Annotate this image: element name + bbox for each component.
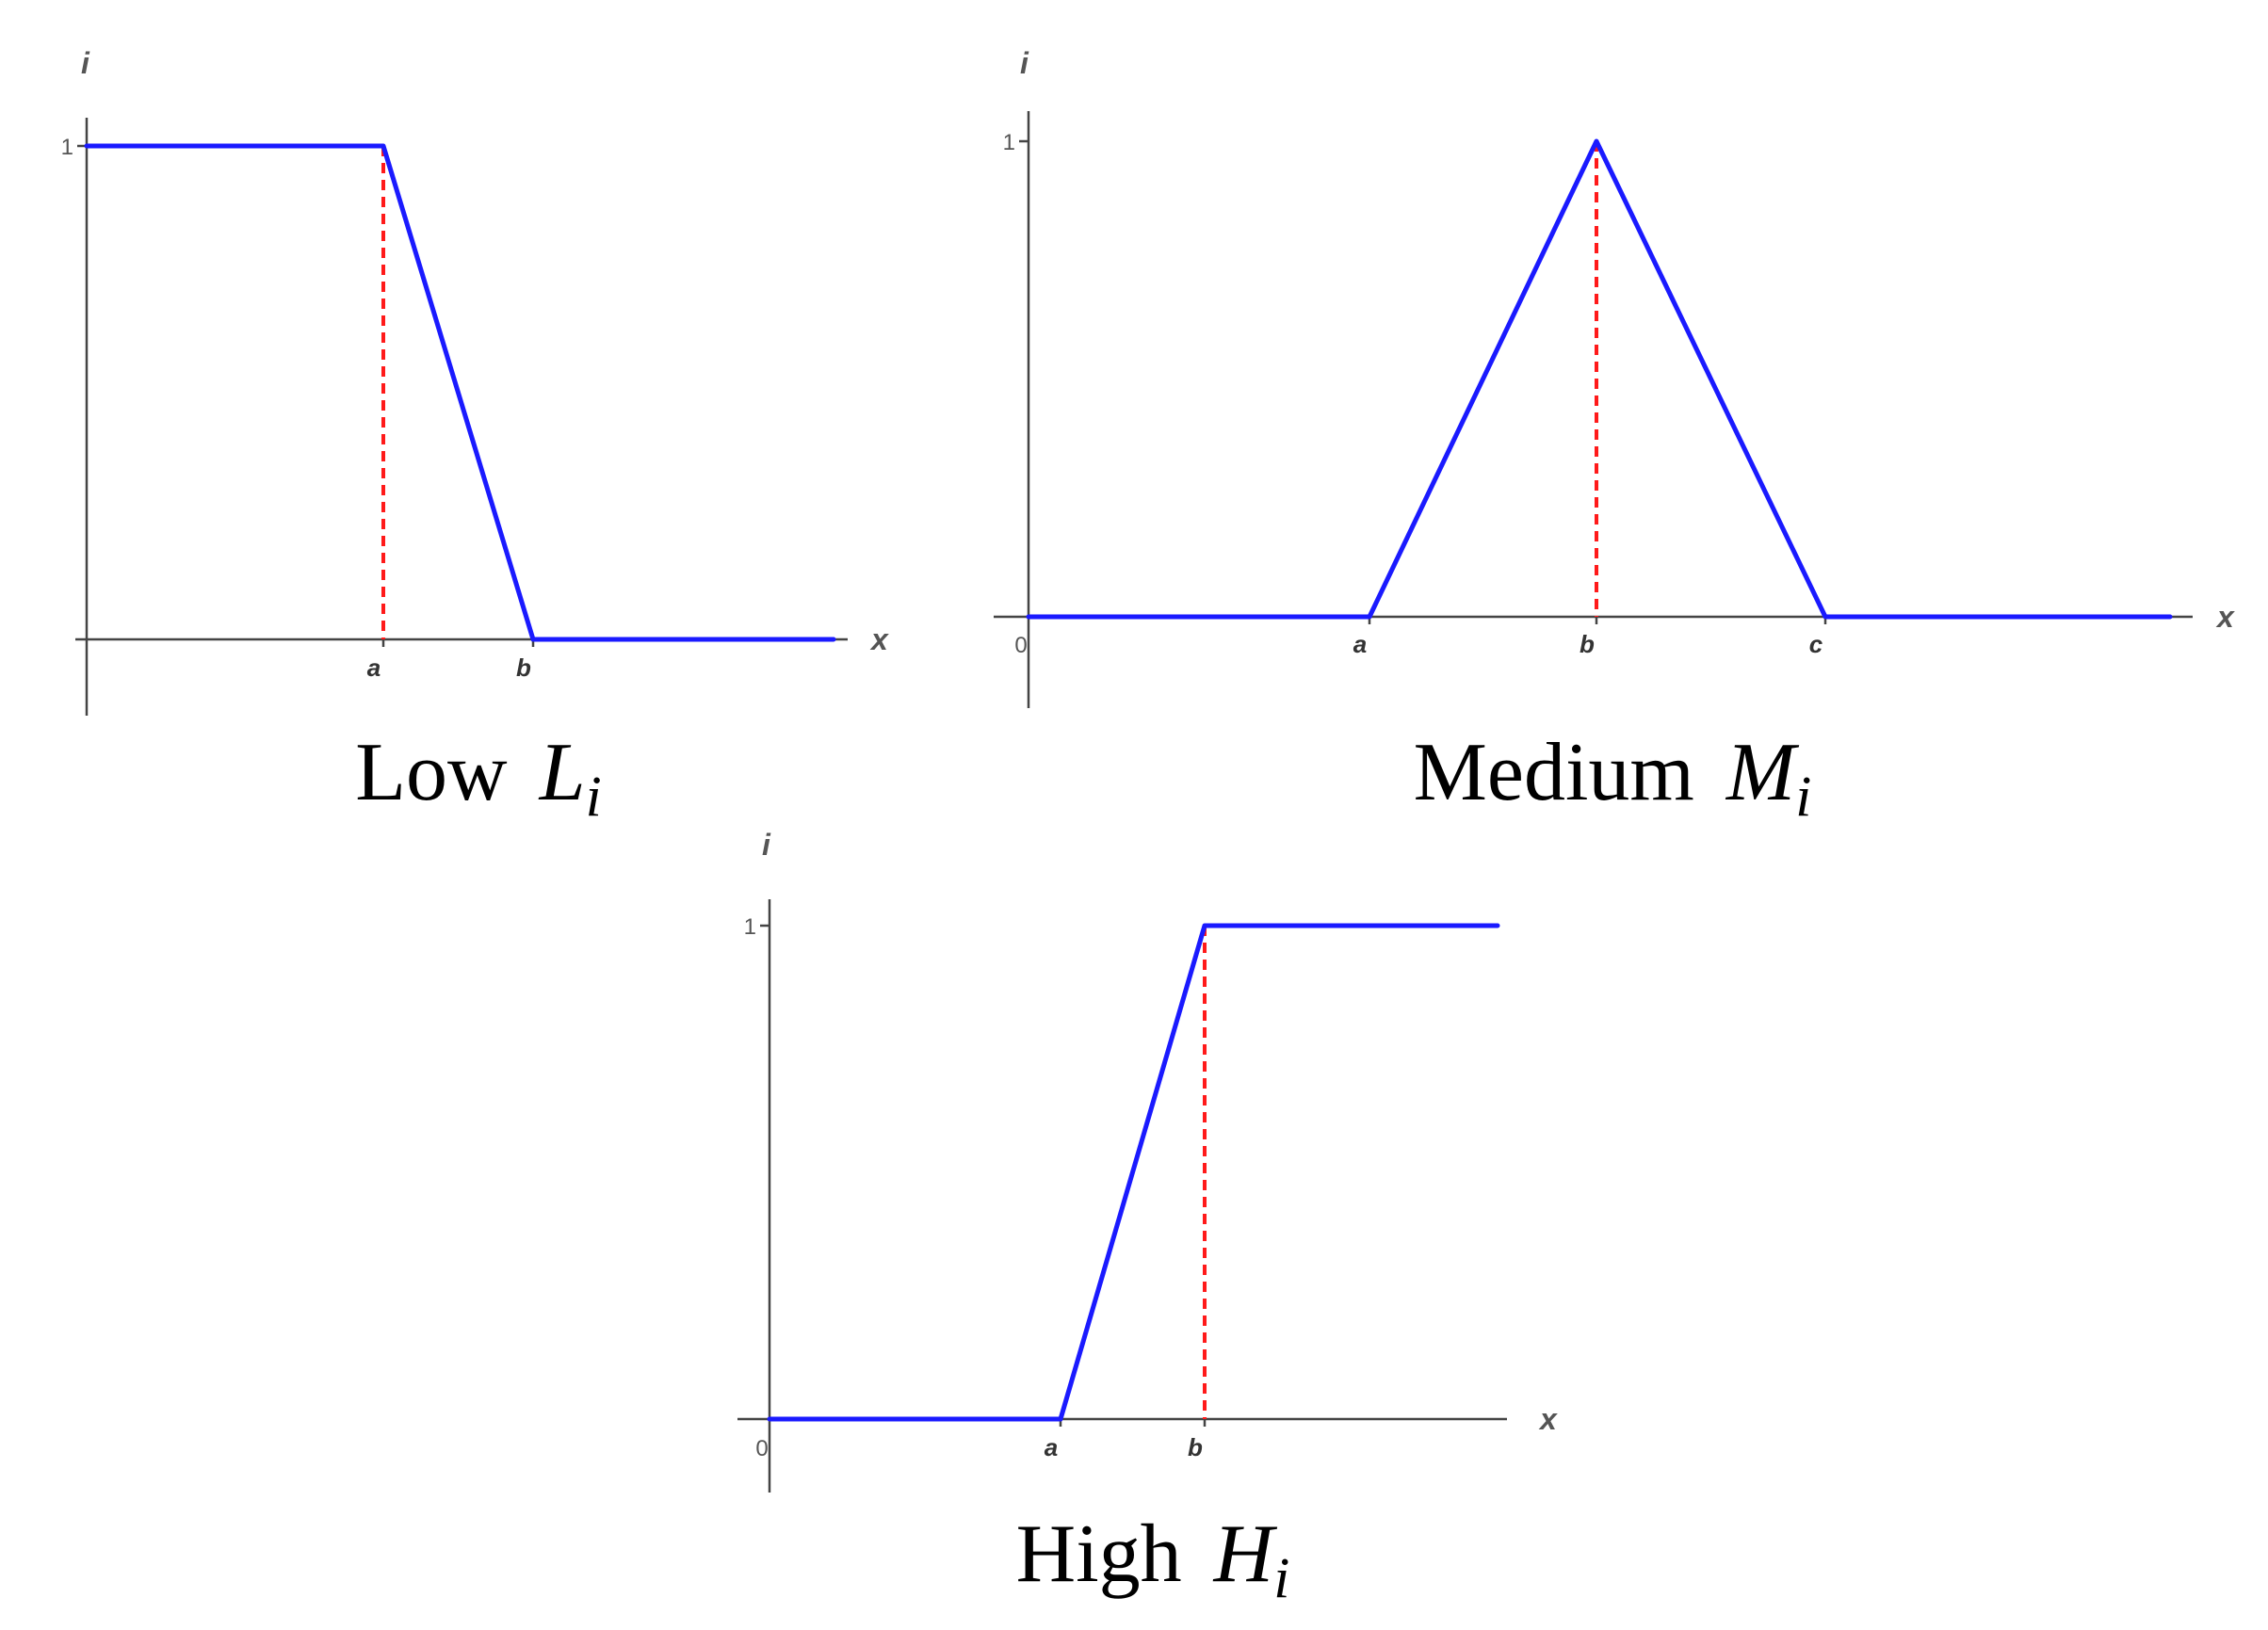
high-x-tick-label-0: 0 — [755, 1436, 768, 1461]
caption-high-word: High — [1015, 1509, 1182, 1600]
caption-high: High Hi — [1016, 1507, 1290, 1612]
high-y-tick-label: 1 — [744, 914, 756, 940]
caption-medium-word: Medium — [1413, 727, 1694, 818]
caption-low-symbol: Li — [539, 727, 602, 830]
high-x-tick-label-b: b — [1188, 1433, 1203, 1461]
medium-x-tick-label-a: a — [1353, 630, 1367, 658]
caption-low: Low Li — [355, 725, 601, 831]
caption-medium: Medium Mi — [1414, 725, 1812, 831]
medium-y-axis-label: i — [1020, 46, 1029, 80]
low-x-tick-label-a: a — [367, 654, 381, 682]
medium-x-tick-label-c: c — [1809, 630, 1823, 658]
low-y-axis-label: i — [81, 46, 90, 80]
high-membership-curve — [767, 923, 1500, 1422]
caption-low-word: Low — [355, 727, 508, 818]
high-x-tick-label-a: a — [1045, 1433, 1058, 1461]
low-x-tick-label-b: b — [516, 654, 531, 682]
caption-high-symbol: Hi — [1213, 1509, 1290, 1611]
high-x-axis-label: x — [1538, 1402, 1558, 1436]
caption-medium-symbol: Mi — [1725, 727, 1812, 830]
low-membership-curve — [84, 143, 836, 642]
medium-x-axis-label: x — [2215, 600, 2235, 634]
medium-x-tick-label-b: b — [1580, 630, 1595, 658]
medium-membership-curve — [1026, 138, 2173, 620]
high-y-axis-label: i — [762, 828, 771, 862]
medium-x-tick-label-0: 0 — [1014, 633, 1027, 658]
medium-y-tick-label: 1 — [1003, 130, 1015, 155]
low-y-tick-label: 1 — [61, 135, 73, 160]
low-x-axis-label: x — [869, 622, 889, 656]
